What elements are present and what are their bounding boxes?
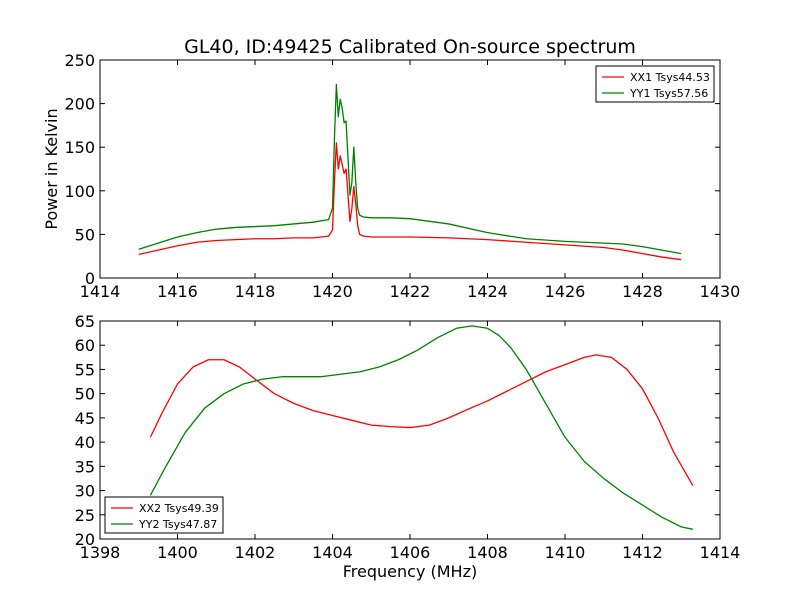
- p2-x-tick-label: 1404: [312, 543, 353, 562]
- bottom-x-axis-label: Frequency (MHz): [343, 562, 477, 581]
- p2-x-tick-label: 1402: [235, 543, 276, 562]
- p2-x-tick-label: 1400: [157, 543, 198, 562]
- p1-x-tick-label: 1424: [467, 282, 508, 301]
- p1-x-tick-label: 1430: [700, 282, 741, 301]
- p2-series-line-2: [149, 325, 694, 530]
- p2-legend-label-1: XX2 Tsys49.39: [139, 502, 219, 515]
- p1-legend-label-2: YY1 Tsys57.56: [629, 87, 708, 100]
- p2-x-tick-label: 1398: [80, 543, 121, 562]
- p2-x-tick-label: 1414: [700, 543, 741, 562]
- p2-y-tick-label: 35: [75, 457, 95, 476]
- top-y-axis-label: Power in Kelvin: [42, 108, 61, 229]
- p2-y-tick-label: 45: [75, 409, 95, 428]
- p1-x-tick-label: 1416: [157, 282, 198, 301]
- p1-series-line-2: [138, 83, 682, 255]
- p2-y-tick-label: 55: [75, 360, 95, 379]
- p1-x-tick-label: 1422: [390, 282, 431, 301]
- p2-x-tick-label: 1410: [545, 543, 586, 562]
- p1-x-tick-label: 1426: [545, 282, 586, 301]
- p1-y-tick-label: 150: [64, 138, 95, 157]
- p2-legend: XX2 Tsys49.39 YY2 Tsys47.87: [104, 496, 224, 534]
- p2-y-tick-label: 65: [75, 312, 95, 331]
- p1-x-tick-label: 1414: [80, 282, 121, 301]
- p1-x-tick-label: 1420: [312, 282, 353, 301]
- p1-series-line-1: [138, 142, 682, 261]
- p1-legend: XX1 Tsys44.53 YY1 Tsys57.56: [595, 65, 715, 103]
- p1-x-tick-label: 1428: [622, 282, 663, 301]
- chart-title: GL40, ID:49425 Calibrated On-source spec…: [184, 36, 636, 58]
- p2-legend-label-2: YY2 Tsys47.87: [138, 518, 217, 531]
- p2-x-tick-label: 1408: [467, 543, 508, 562]
- top-plot-panel: 1414 1416 1418 1420 1422 1424 1426 1428 1430 0 50 1…: [64, 51, 740, 301]
- p2-y-tick-label: 50: [75, 385, 95, 404]
- p2-series-line-1: [149, 354, 694, 487]
- p2-y-tick-label: 25: [75, 506, 95, 525]
- p2-y-tick-label: 60: [75, 336, 95, 355]
- p1-y-tick-label: 250: [64, 51, 95, 70]
- p2-y-tick-label: 30: [75, 482, 95, 501]
- p2-y-tick-label: 40: [75, 433, 95, 452]
- p1-y-tick-label: 0: [85, 269, 95, 288]
- p2-y-tick-label: 20: [75, 530, 95, 549]
- p2-x-tick-label: 1412: [622, 543, 663, 562]
- bottom-plot-panel: 1398 1400 1402 1404 1406 1408 1410 1412 1414 20 25…: [75, 312, 741, 562]
- p1-y-tick-label: 200: [64, 95, 95, 114]
- p1-y-tick-label: 50: [75, 225, 95, 244]
- p1-legend-label-1: XX1 Tsys44.53: [630, 71, 710, 84]
- p1-legend-box: [595, 65, 715, 103]
- p2-x-tick-label: 1406: [390, 543, 431, 562]
- p2-legend-box: [104, 496, 224, 534]
- p1-x-tick-label: 1418: [235, 282, 276, 301]
- p1-y-tick-label: 100: [64, 182, 95, 201]
